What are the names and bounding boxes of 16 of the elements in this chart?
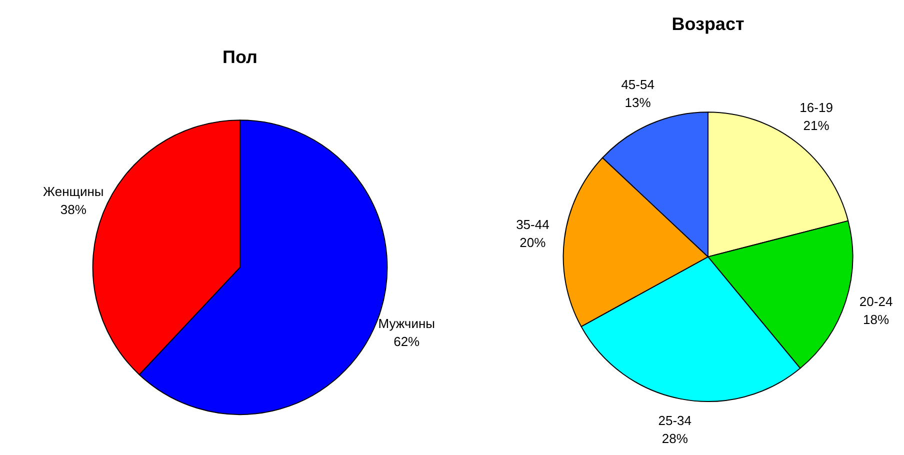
chart-title: Возраст [672, 14, 744, 34]
data-label: 28% [662, 430, 688, 446]
chart-title: Пол [222, 46, 258, 67]
slice-label: Женщины [43, 184, 104, 199]
slice-label: 20-24 [859, 294, 893, 309]
slice-label: 45-54 [621, 77, 654, 92]
data-label: 13% [624, 95, 652, 110]
slice-label: Мужчины [378, 316, 435, 331]
data-label: 20% [520, 235, 546, 250]
data-label: 38% [60, 202, 87, 217]
data-label: 18% [863, 312, 890, 327]
data-label: 21% [803, 118, 830, 133]
slice-label: 25-34 [658, 412, 692, 428]
slice-label: 16-19 [800, 100, 833, 115]
slice-label: 35-44 [516, 217, 550, 232]
data-label: 62% [394, 334, 420, 349]
